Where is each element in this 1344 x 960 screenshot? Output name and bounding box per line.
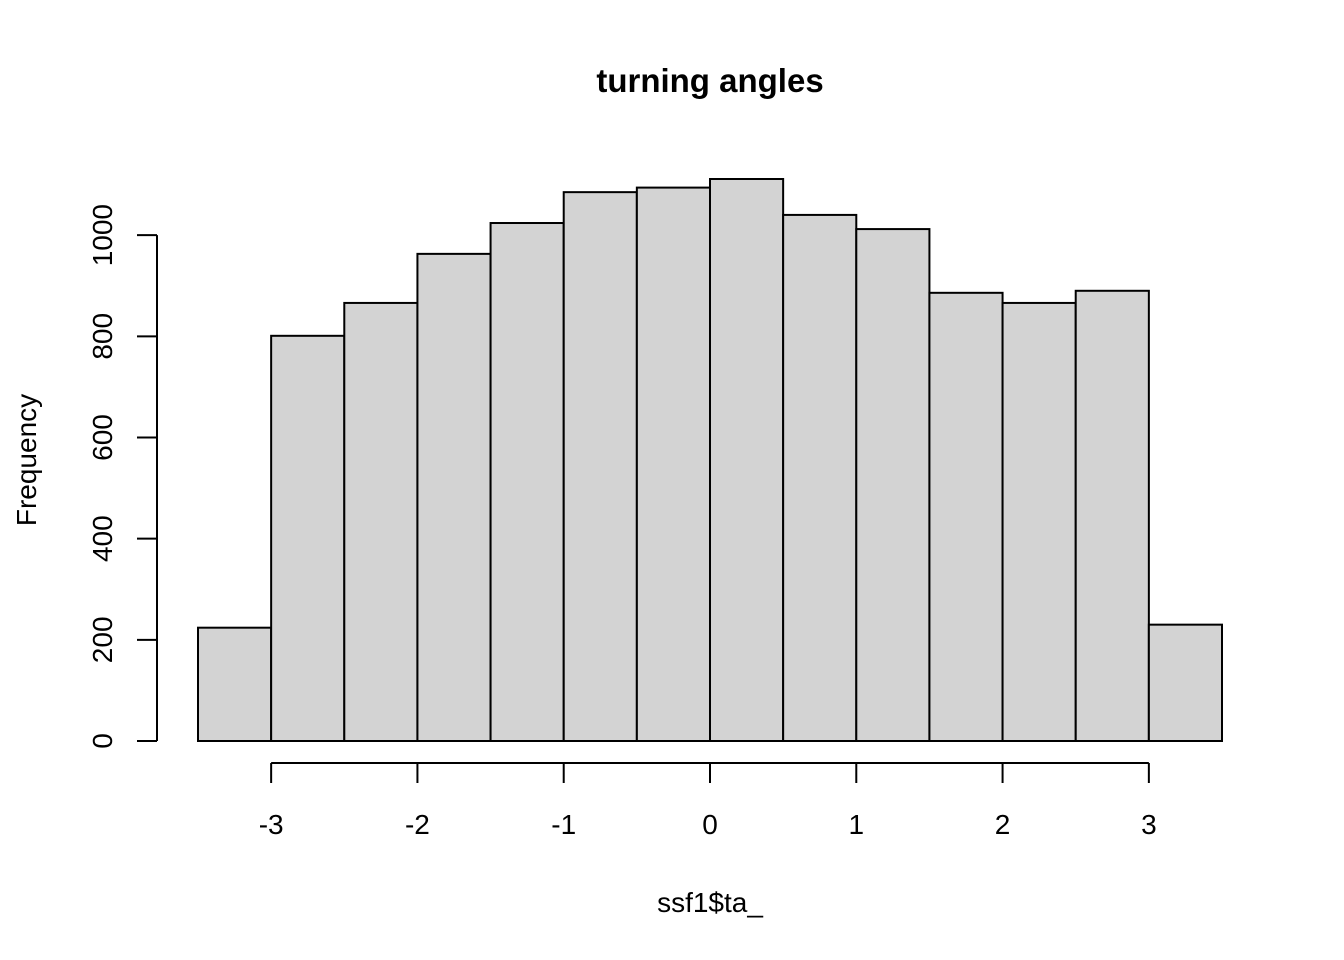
chart-title: turning angles — [596, 62, 823, 99]
histogram-bar — [782, 213, 858, 742]
histogram-bar — [635, 186, 711, 742]
x-tick-label: 1 — [848, 809, 864, 840]
bars-group — [197, 178, 1224, 743]
y-tick-label: 400 — [87, 515, 118, 562]
x-tick-label: 3 — [1141, 809, 1157, 840]
histogram-bar — [562, 191, 638, 743]
y-tick-label: 200 — [87, 616, 118, 663]
x-tick-label: -3 — [259, 809, 284, 840]
histogram-bar — [416, 252, 492, 743]
histogram-bar — [709, 178, 785, 742]
histogram-bar — [928, 291, 1004, 742]
y-axis-label: Frequency — [11, 394, 42, 526]
y-tick-label: 1000 — [87, 204, 118, 266]
y-tick-label: 600 — [87, 414, 118, 461]
x-axis-label: ssf1$ta_ — [657, 887, 763, 918]
histogram-bar — [1001, 301, 1077, 742]
histogram-bar — [1147, 623, 1224, 742]
x-tick-label: -1 — [551, 809, 576, 840]
histogram-bar — [855, 228, 931, 743]
x-tick-label: 0 — [702, 809, 718, 840]
histogram-bar — [1074, 289, 1150, 742]
x-tick-label: -2 — [405, 809, 430, 840]
x-axis: -3 -2 -1 0 1 2 3 — [259, 762, 1157, 840]
y-axis: 0 200 400 600 800 1000 — [87, 204, 158, 749]
y-tick-label: 0 — [87, 733, 118, 749]
histogram-bar — [343, 301, 419, 742]
y-tick-label: 800 — [87, 313, 118, 360]
histogram-bar — [197, 626, 273, 742]
histogram-bar — [270, 334, 346, 742]
histogram-bar — [489, 222, 565, 743]
x-tick-label: 2 — [995, 809, 1011, 840]
